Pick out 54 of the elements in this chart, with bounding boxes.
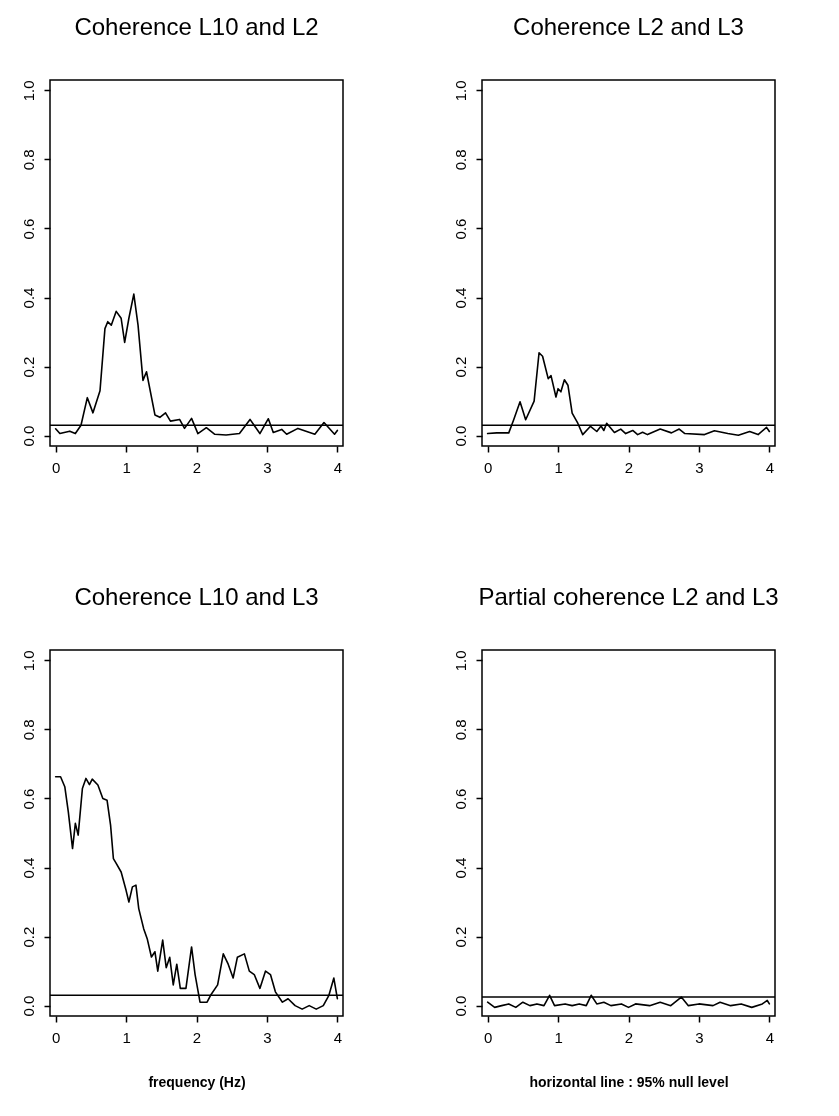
y-tick-label: 1.0 — [19, 80, 37, 102]
y-tick-label: 0.2 — [19, 926, 37, 948]
y-tick-label: 0.2 — [19, 356, 37, 378]
x-tick-label: 4 — [765, 1028, 775, 1046]
x-tick-label: 0 — [483, 1028, 493, 1046]
y-tick-label: 1.0 — [19, 650, 37, 672]
y-tick-label: 1.0 — [451, 80, 469, 102]
y-tick-label: 0.8 — [19, 149, 37, 171]
x-tick-label: 0 — [51, 1028, 61, 1046]
x-tick-label: 2 — [192, 458, 202, 476]
line-series — [54, 775, 339, 1010]
y-tick-label: 0.6 — [19, 218, 37, 240]
y-tick-label: 0.4 — [451, 287, 469, 309]
x-tick-label: 2 — [192, 1028, 202, 1046]
chart-title: Coherence L10 and L2 — [74, 12, 319, 40]
y-tick-label: 0.2 — [451, 926, 469, 948]
chart-title: Coherence L10 and L3 — [74, 582, 319, 610]
y-tick-label: 0.8 — [451, 719, 469, 741]
chart-title: Coherence L2 and L3 — [513, 12, 744, 40]
y-tick-label: 0.8 — [451, 149, 469, 171]
y-tick-label: 0.4 — [19, 287, 37, 309]
text: horizontal line : 95% null level — [529, 1073, 729, 1090]
y-tick-label: 0.0 — [451, 425, 469, 447]
y-tick-label: 0.8 — [19, 719, 37, 741]
x-tick-label: 3 — [695, 458, 704, 476]
x-tick-label: 1 — [554, 1028, 563, 1046]
x-tick-label: 4 — [333, 458, 343, 476]
y-tick-label: 0.6 — [19, 788, 37, 810]
x-tick-label: 1 — [122, 458, 131, 476]
x-tick-label: 0 — [51, 458, 61, 476]
x-tick-label: 0 — [483, 458, 493, 476]
x-tick-label: 3 — [263, 1028, 272, 1046]
line-series — [54, 293, 339, 436]
y-tick-label: 0.0 — [19, 995, 37, 1017]
x-tick-label: 4 — [333, 1028, 343, 1046]
y-tick-label: 0.0 — [19, 425, 37, 447]
x-tick-label: 2 — [624, 458, 634, 476]
y-tick-label: 0.2 — [451, 356, 469, 378]
y-tick-label: 0.0 — [451, 995, 469, 1017]
y-tick-label: 0.6 — [451, 788, 469, 810]
x-tick-label: 2 — [624, 1028, 634, 1046]
y-tick-label: 0.4 — [451, 857, 469, 879]
x-tick-label: 3 — [695, 1028, 704, 1046]
x-tick-label: 3 — [263, 458, 272, 476]
x-tick-label: 1 — [122, 1028, 131, 1046]
line-series — [486, 994, 771, 1009]
x-tick-label: 1 — [554, 458, 563, 476]
x-tick-label: 4 — [765, 458, 775, 476]
y-tick-label: 0.6 — [451, 218, 469, 240]
line-series — [486, 351, 771, 437]
y-tick-label: 0.4 — [19, 857, 37, 879]
chart-title: Partial coherence L2 and L3 — [478, 582, 779, 610]
y-tick-label: 1.0 — [451, 650, 469, 672]
x-axis-title: frequency (Hz) — [148, 1073, 246, 1090]
